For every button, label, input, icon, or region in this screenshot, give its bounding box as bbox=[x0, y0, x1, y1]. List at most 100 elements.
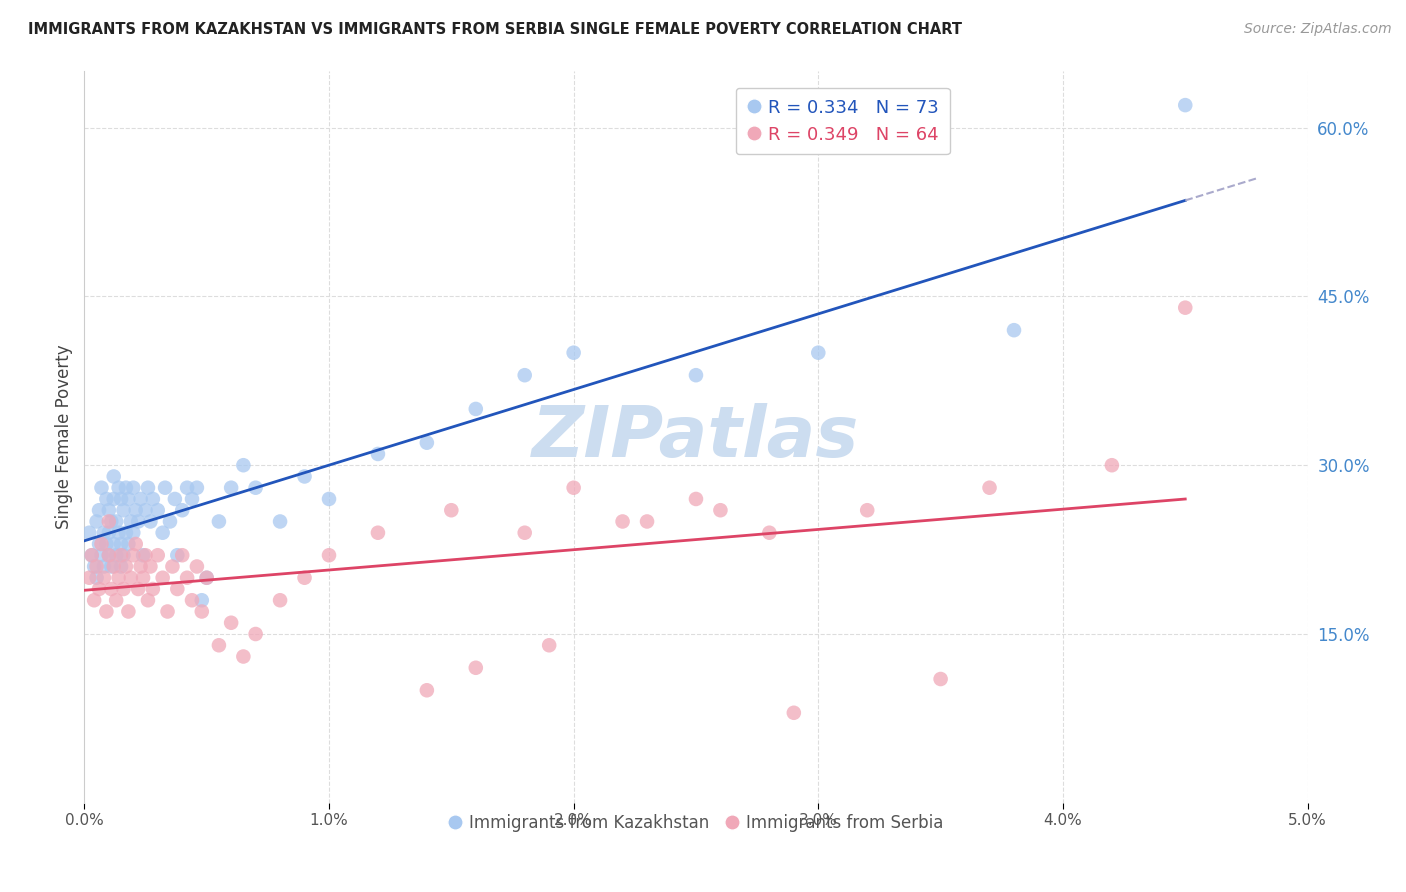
Point bbox=[562, 345, 585, 359]
Point bbox=[146, 503, 169, 517]
Point bbox=[80, 548, 103, 562]
Point bbox=[122, 481, 145, 495]
Point bbox=[142, 582, 165, 596]
Point bbox=[159, 515, 181, 529]
Point bbox=[90, 481, 112, 495]
Point bbox=[87, 503, 110, 517]
Point bbox=[93, 571, 115, 585]
Point bbox=[156, 605, 179, 619]
Point bbox=[127, 582, 149, 596]
Point bbox=[367, 525, 389, 540]
Point bbox=[172, 503, 194, 517]
Point bbox=[103, 559, 125, 574]
Point bbox=[83, 593, 105, 607]
Point bbox=[112, 582, 135, 596]
Point bbox=[191, 605, 214, 619]
Point bbox=[115, 525, 138, 540]
Point bbox=[97, 548, 120, 562]
Point bbox=[115, 481, 138, 495]
Point bbox=[318, 548, 340, 562]
Point bbox=[783, 706, 806, 720]
Point bbox=[77, 571, 100, 585]
Point bbox=[112, 548, 135, 562]
Point bbox=[129, 559, 152, 574]
Point bbox=[136, 593, 159, 607]
Point bbox=[97, 515, 120, 529]
Point bbox=[166, 582, 188, 596]
Point bbox=[186, 559, 208, 574]
Point bbox=[97, 503, 120, 517]
Point bbox=[186, 481, 208, 495]
Point bbox=[120, 515, 142, 529]
Point bbox=[152, 525, 174, 540]
Point bbox=[132, 548, 155, 562]
Point bbox=[86, 515, 108, 529]
Point bbox=[107, 571, 129, 585]
Point bbox=[929, 672, 952, 686]
Point bbox=[245, 627, 267, 641]
Point bbox=[135, 548, 157, 562]
Point bbox=[110, 491, 132, 506]
Point bbox=[219, 615, 242, 630]
Point bbox=[105, 548, 128, 562]
Point bbox=[110, 559, 132, 574]
Point bbox=[80, 548, 103, 562]
Point bbox=[117, 537, 139, 551]
Point bbox=[807, 345, 830, 359]
Point bbox=[181, 593, 204, 607]
Legend: Immigrants from Kazakhstan, Immigrants from Serbia: Immigrants from Kazakhstan, Immigrants f… bbox=[441, 807, 950, 838]
Point bbox=[139, 515, 162, 529]
Point bbox=[112, 503, 135, 517]
Point bbox=[153, 481, 176, 495]
Point bbox=[125, 537, 148, 551]
Point bbox=[93, 559, 115, 574]
Point bbox=[105, 593, 128, 607]
Point bbox=[83, 559, 105, 574]
Point bbox=[122, 548, 145, 562]
Point bbox=[416, 435, 439, 450]
Point bbox=[86, 559, 108, 574]
Point bbox=[136, 481, 159, 495]
Point bbox=[208, 638, 231, 652]
Point bbox=[93, 525, 115, 540]
Point bbox=[232, 458, 254, 473]
Point bbox=[117, 605, 139, 619]
Point bbox=[318, 491, 340, 506]
Point bbox=[120, 571, 142, 585]
Point bbox=[513, 368, 536, 383]
Point bbox=[96, 537, 118, 551]
Text: Source: ZipAtlas.com: Source: ZipAtlas.com bbox=[1244, 22, 1392, 37]
Point bbox=[208, 515, 231, 529]
Point bbox=[538, 638, 561, 652]
Point bbox=[162, 559, 184, 574]
Text: IMMIGRANTS FROM KAZAKHSTAN VS IMMIGRANTS FROM SERBIA SINGLE FEMALE POVERTY CORRE: IMMIGRANTS FROM KAZAKHSTAN VS IMMIGRANTS… bbox=[28, 22, 962, 37]
Point bbox=[90, 537, 112, 551]
Point bbox=[132, 571, 155, 585]
Point bbox=[107, 525, 129, 540]
Point bbox=[1174, 301, 1197, 315]
Point bbox=[97, 548, 120, 562]
Point bbox=[127, 515, 149, 529]
Point bbox=[77, 525, 100, 540]
Point bbox=[176, 571, 198, 585]
Point bbox=[97, 525, 120, 540]
Point bbox=[87, 537, 110, 551]
Point bbox=[685, 368, 707, 383]
Point bbox=[1174, 98, 1197, 112]
Point bbox=[612, 515, 634, 529]
Point bbox=[125, 503, 148, 517]
Point bbox=[979, 481, 1001, 495]
Point bbox=[513, 525, 536, 540]
Point bbox=[562, 481, 585, 495]
Point bbox=[464, 401, 486, 416]
Point bbox=[181, 491, 204, 506]
Point bbox=[856, 503, 879, 517]
Point bbox=[269, 593, 291, 607]
Point bbox=[139, 559, 162, 574]
Point bbox=[758, 525, 780, 540]
Point bbox=[163, 491, 186, 506]
Point bbox=[142, 491, 165, 506]
Point bbox=[86, 571, 108, 585]
Point bbox=[367, 447, 389, 461]
Point bbox=[294, 469, 316, 483]
